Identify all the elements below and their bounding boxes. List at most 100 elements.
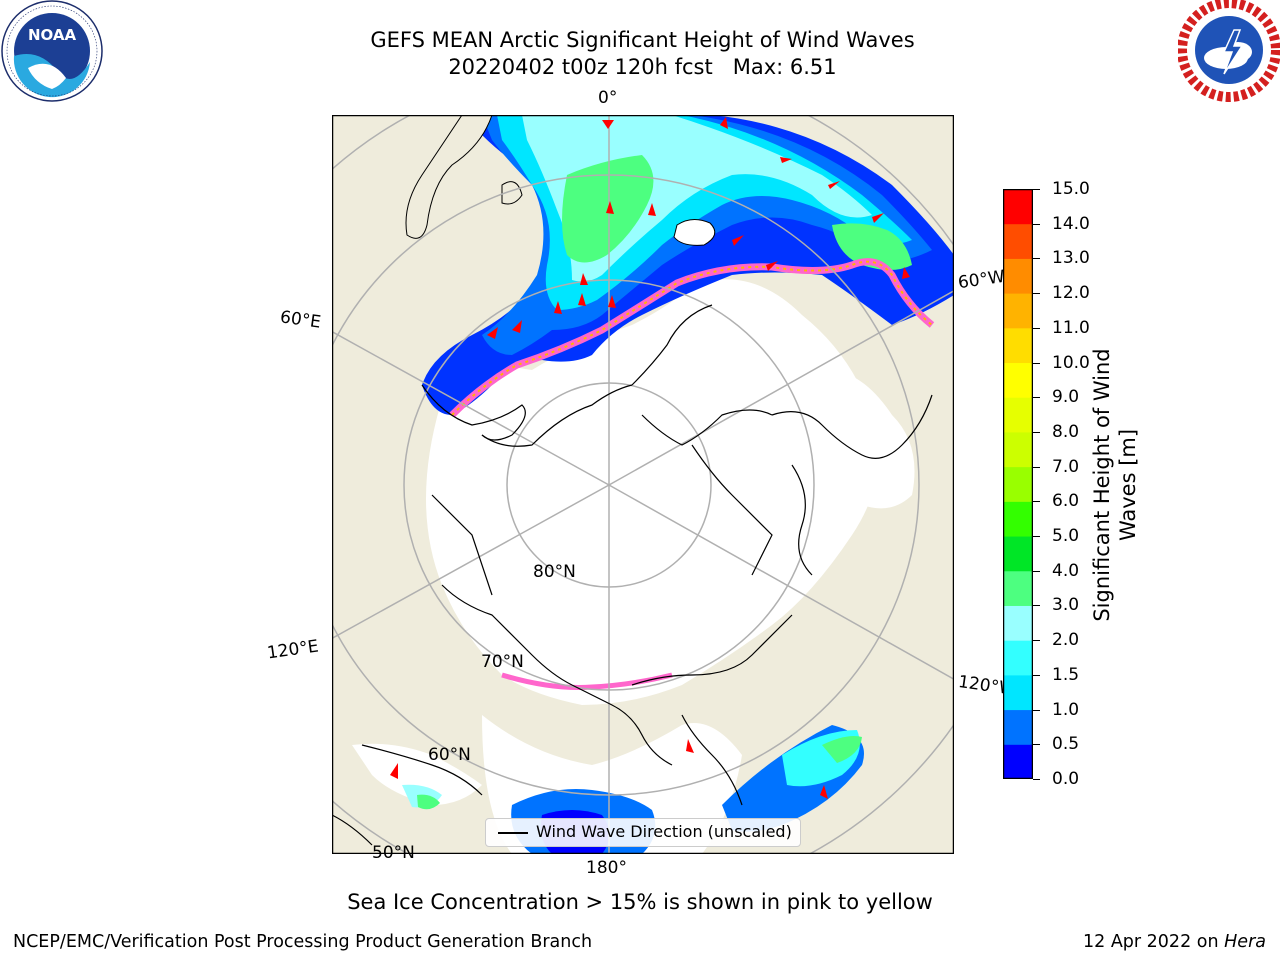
arrow-18 xyxy=(390,763,398,779)
colorbar-title-line-1: Significant Height of Wind xyxy=(1090,348,1114,622)
legend-line-icon xyxy=(498,832,528,834)
colorbar-tick-mark xyxy=(1033,744,1040,746)
title-line-2: 20220402 t00z 120h fcst Max: 6.51 xyxy=(448,55,837,79)
footer-date: 12 Apr 2022 on xyxy=(1083,932,1225,952)
footer-left: NCEP/EMC/Verification Post Processing Pr… xyxy=(13,932,593,952)
meridian-120e xyxy=(332,484,610,640)
chart-title: GEFS MEAN Arctic Significant Height of W… xyxy=(0,27,1280,81)
arrow-10 xyxy=(766,261,778,271)
colorbar-tick-mark xyxy=(1033,466,1040,468)
colorbar-tick-mark xyxy=(1033,640,1040,642)
colorbar-tick-label: 1.0 xyxy=(1052,699,1080,720)
colorbar-segment xyxy=(1003,293,1033,329)
arctic-ocean xyxy=(426,279,879,705)
colorbar xyxy=(1003,189,1033,779)
sea-ice-caption: Sea Ice Concentration > 15% is shown in … xyxy=(347,890,933,914)
arrow-17 xyxy=(820,785,828,799)
label-lon-60e: 60°E xyxy=(278,307,323,333)
colorbar-tick-label: 2.0 xyxy=(1052,630,1080,651)
noaa-logo: NOAA xyxy=(1,0,103,102)
colorbar-frame xyxy=(1003,189,1033,779)
colorbar-segment xyxy=(1003,709,1033,745)
colorbar-tick-label: 8.0 xyxy=(1052,421,1080,442)
colorbar-title: Significant Height of Wind Waves [m] xyxy=(1089,348,1141,621)
label-lon-120e: 120°E xyxy=(265,636,320,664)
colorbar-segment xyxy=(1003,605,1033,641)
arrow-15 xyxy=(902,267,910,279)
colorbar-segment xyxy=(1003,466,1033,502)
polar-map xyxy=(332,115,954,854)
meridian-60w xyxy=(608,289,954,486)
colorbar-segment xyxy=(1003,501,1033,537)
label-lat-60: 60°N xyxy=(428,745,471,765)
colorbar-tick-mark xyxy=(1033,779,1040,780)
colorbar-tick-mark xyxy=(1033,223,1040,225)
title-line-1: GEFS MEAN Arctic Significant Height of W… xyxy=(370,28,915,52)
colorbar-tick-mark xyxy=(1033,605,1040,607)
colorbar-segment xyxy=(1003,744,1033,779)
arrow-3 xyxy=(554,301,562,314)
colorbar-tick-mark xyxy=(1033,258,1040,260)
colorbar-tick-label: 6.0 xyxy=(1052,491,1080,512)
label-lat-80: 80°N xyxy=(533,562,576,582)
colorbar-tick-mark xyxy=(1033,327,1040,329)
colorbar-segment xyxy=(1003,258,1033,294)
colorbar-tick-label: 1.5 xyxy=(1052,664,1080,685)
arrow-9 xyxy=(732,235,744,246)
colorbar-segment xyxy=(1003,640,1033,676)
colorbar-tick-label: 12.0 xyxy=(1052,283,1090,304)
arrow-4 xyxy=(578,293,586,306)
footer-right: 12 Apr 2022 on Hera xyxy=(1083,932,1266,952)
colorbar-tick-label: 9.0 xyxy=(1052,387,1080,408)
coastlines xyxy=(332,304,933,846)
colorbar-tick-mark xyxy=(1033,431,1040,433)
wind-wave-arrows xyxy=(390,117,910,799)
colorbar-tick-mark xyxy=(1033,362,1040,364)
colorbar-tick-mark xyxy=(1033,293,1040,295)
ice-edge-atlantic-inner xyxy=(451,260,933,416)
label-lon-180: 180° xyxy=(586,858,627,878)
colorbar-tick-label: 0.5 xyxy=(1052,734,1080,755)
meridian-120w xyxy=(608,484,954,681)
colorbar-segment xyxy=(1003,431,1033,468)
colorbar-segment xyxy=(1003,570,1033,606)
map-frame xyxy=(332,115,954,854)
colorbar-tick-label: 14.0 xyxy=(1052,213,1090,234)
colorbar-segment xyxy=(1003,674,1033,711)
label-lat-50: 50°N xyxy=(372,843,415,863)
arrow-19 xyxy=(602,120,614,129)
colorbar-tick-label: 0.0 xyxy=(1052,769,1080,789)
label-lat-70: 70°N xyxy=(481,652,524,672)
colorbar-tick-label: 4.0 xyxy=(1052,560,1080,581)
colorbar-tick-label: 15.0 xyxy=(1052,179,1090,199)
nws-logo xyxy=(1178,0,1280,102)
colorbar-segment xyxy=(1003,327,1033,364)
footer-machine: Hera xyxy=(1224,932,1266,952)
legend-label: Wind Wave Direction (unscaled) xyxy=(536,822,792,841)
arrow-13 xyxy=(828,181,840,189)
graticule xyxy=(332,115,954,854)
colorbar-tick-label: 13.0 xyxy=(1052,248,1090,269)
colorbar-tick-label: 7.0 xyxy=(1052,456,1080,477)
arrow-14 xyxy=(872,213,884,223)
arrow-6 xyxy=(580,273,588,285)
colorbar-segment xyxy=(1003,223,1033,259)
colorbar-tick-mark xyxy=(1033,709,1040,711)
colorbar-tick-label: 5.0 xyxy=(1052,526,1080,547)
colorbar-tick-mark xyxy=(1033,501,1040,503)
colorbar-title-line-2: Waves [m] xyxy=(1116,428,1140,542)
colorbar-tick-label: 3.0 xyxy=(1052,595,1080,616)
noaa-logo-text: NOAA xyxy=(28,26,77,44)
colorbar-tick-mark xyxy=(1033,570,1040,572)
arrow-1 xyxy=(487,327,498,339)
colorbar-tick-mark xyxy=(1033,397,1040,399)
arrow-11 xyxy=(720,117,728,129)
hudson-bay xyxy=(802,370,915,509)
colorbar-segment xyxy=(1003,362,1033,398)
label-lon-0: 0° xyxy=(598,88,618,108)
colorbar-tick-mark xyxy=(1033,536,1040,538)
map-legend: Wind Wave Direction (unscaled) xyxy=(485,818,801,847)
arrow-16 xyxy=(686,739,694,753)
arrow-5 xyxy=(608,295,616,308)
colorbar-tick-label: 11.0 xyxy=(1052,317,1090,338)
